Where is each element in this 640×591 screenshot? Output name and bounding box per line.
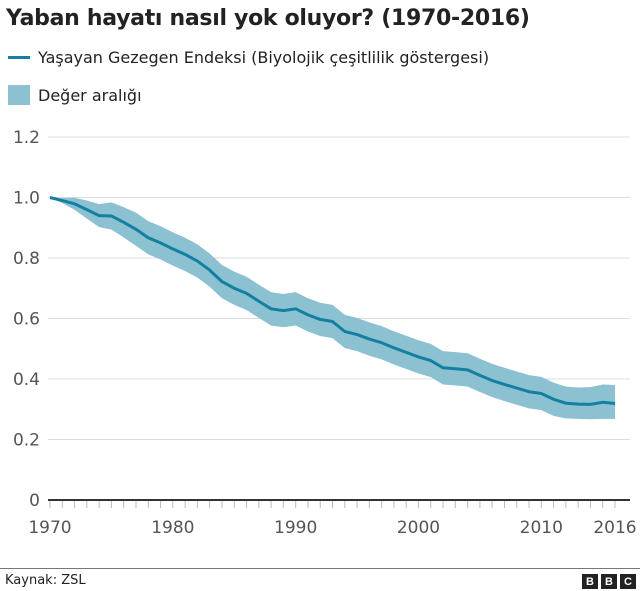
legend-label: Değer aralığı	[38, 85, 142, 105]
footer-divider	[0, 568, 640, 569]
x-tick-label: 1990	[274, 518, 317, 538]
legend-line-swatch	[8, 56, 30, 59]
legend-item-index: Yaşayan Gezegen Endeksi (Biyolojik çeşit…	[8, 48, 489, 67]
y-tick-label: 0.4	[13, 370, 40, 390]
range-band	[50, 197, 615, 420]
x-tick-label: 1980	[151, 518, 194, 538]
source-note: Kaynak: ZSL	[5, 573, 86, 588]
y-tick-label: 0	[29, 491, 40, 511]
x-tick-label: 2010	[520, 518, 563, 538]
y-tick-label: 0.2	[13, 431, 40, 451]
legend-item-range: Değer aralığı	[8, 85, 142, 105]
legend-box-swatch	[8, 85, 30, 105]
x-tick-label: 2016	[593, 518, 636, 538]
index-line	[49, 196, 616, 406]
x-tick-label: 1970	[28, 518, 71, 538]
x-tick-label: 2000	[397, 518, 440, 538]
y-tick-label: 1.0	[13, 189, 40, 209]
y-tick-label: 0.8	[13, 249, 40, 269]
logo-letter: B	[601, 574, 617, 589]
bbc-logo: B B C	[582, 574, 636, 589]
y-tick-label: 0.6	[13, 310, 40, 330]
logo-letter: B	[582, 574, 598, 589]
y-tick-label: 1.2	[13, 128, 40, 148]
logo-letter: C	[620, 574, 636, 589]
legend-label: Yaşayan Gezegen Endeksi (Biyolojik çeşit…	[38, 48, 490, 67]
chart-title: Yaban hayatı nasıl yok oluyor? (1970-201…	[6, 6, 530, 31]
